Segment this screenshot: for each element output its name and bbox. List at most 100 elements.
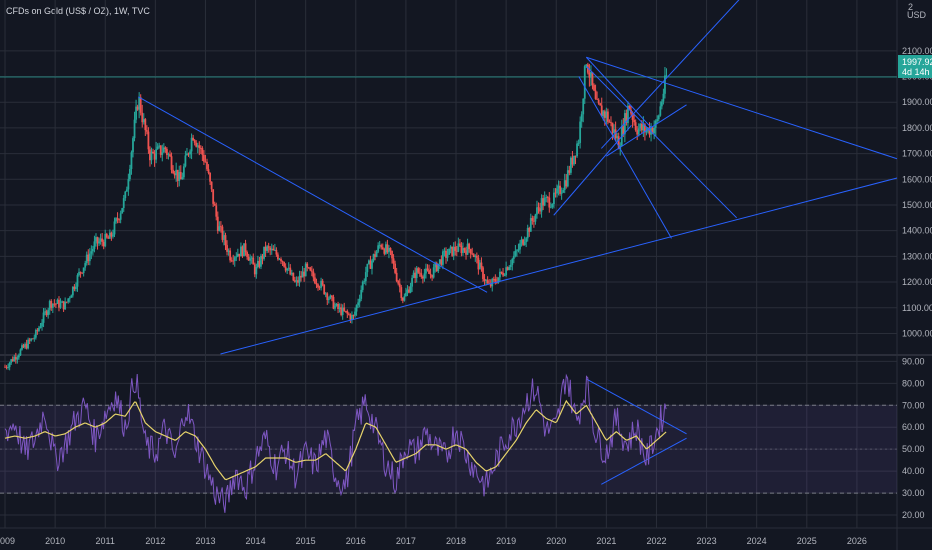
candle-body	[149, 149, 151, 161]
candle-body	[443, 250, 446, 252]
currency-label[interactable]: USD	[907, 10, 927, 20]
candle-body	[398, 283, 401, 288]
candle-body	[170, 156, 173, 170]
time-tick-label: 2015	[296, 536, 316, 546]
time-tick-label: 2020	[546, 536, 566, 546]
trendlines[interactable]	[138, 0, 898, 485]
candle-body	[486, 280, 489, 284]
candle-body	[158, 145, 161, 147]
rsi-trendline	[586, 378, 687, 435]
candle-body	[286, 268, 289, 271]
candle-body	[167, 154, 170, 156]
candle-body	[509, 264, 512, 267]
candle-body	[546, 197, 549, 198]
candle-body	[190, 137, 193, 152]
candle-body	[281, 261, 284, 262]
candle-body	[258, 260, 261, 267]
candle-body	[537, 207, 540, 209]
candle-body	[144, 119, 147, 131]
candle-body	[445, 250, 447, 258]
candle-body	[298, 275, 301, 283]
rsi-tick-label: 60.00	[902, 422, 925, 432]
rsi-ma-line	[4, 399, 667, 481]
candle-body	[11, 359, 14, 362]
candle-body	[209, 172, 211, 182]
candle-body	[483, 278, 486, 281]
candle-body	[107, 237, 110, 239]
candle-body	[186, 153, 188, 156]
candle-body	[475, 255, 478, 258]
candle-body	[17, 355, 20, 358]
candle-body	[432, 267, 435, 278]
candle-body	[514, 250, 517, 256]
candle-body	[406, 289, 409, 293]
candle-body	[21, 345, 23, 350]
candle-body	[70, 295, 73, 298]
time-tick-label: 2024	[747, 536, 767, 546]
candle-body	[68, 297, 71, 299]
candle-body	[270, 248, 273, 251]
candle-body	[562, 190, 565, 193]
price-tick-label: 2100.00	[902, 46, 932, 56]
candle-body	[136, 106, 139, 110]
candle-body	[53, 303, 56, 305]
candle-body	[585, 64, 588, 67]
candle-body	[317, 284, 319, 288]
candle-body	[172, 169, 174, 174]
candle-body	[347, 313, 350, 315]
time-tick-label: 2019	[496, 536, 516, 546]
candle-body	[369, 260, 372, 269]
candle-body	[315, 283, 318, 285]
candle-body	[389, 247, 392, 251]
candle-body	[588, 72, 591, 78]
candle-body	[542, 198, 545, 206]
candle-body	[463, 248, 466, 251]
rsi-tick-label: 40.00	[902, 466, 925, 476]
candle-body	[529, 218, 532, 232]
candle-body	[93, 241, 96, 249]
candle-body	[71, 286, 74, 296]
candle-body	[360, 289, 363, 299]
candle-body	[155, 149, 158, 160]
candle-body	[41, 322, 43, 327]
candle-body	[112, 234, 114, 237]
candle-body	[653, 127, 656, 134]
rsi-trendline	[601, 437, 687, 485]
price-tick-label: 1200.00	[902, 277, 932, 287]
candle-body	[367, 260, 370, 264]
candle-body	[434, 262, 437, 268]
price-tick-label: 1900.00	[902, 97, 932, 107]
candle-body	[492, 278, 495, 280]
candle-body	[539, 208, 541, 212]
candle-body	[124, 191, 127, 199]
candle-body	[85, 254, 88, 264]
candle-body	[141, 112, 144, 123]
candle-body	[260, 255, 262, 267]
candle-body	[303, 271, 306, 277]
trendline	[585, 65, 737, 219]
candle-body	[22, 345, 25, 348]
candle-body	[295, 280, 298, 282]
candle-body	[28, 339, 31, 341]
candle-body	[418, 272, 421, 274]
candle-body	[175, 169, 178, 176]
candle-body	[574, 155, 577, 157]
candle-body	[84, 263, 87, 268]
candle-body	[394, 263, 397, 273]
candle-body	[215, 205, 218, 217]
candle-body	[201, 148, 204, 155]
candle-body	[569, 157, 572, 173]
candle-body	[300, 275, 302, 278]
candle-body	[553, 192, 555, 205]
candle-body	[45, 311, 48, 316]
candle-body	[4, 366, 6, 368]
candle-body	[457, 243, 460, 252]
candle-body	[212, 189, 215, 204]
candle-body	[469, 249, 472, 254]
candle-body	[256, 260, 259, 268]
candle-body	[113, 221, 116, 235]
time-tick-label: 2021	[596, 536, 616, 546]
candle-body	[366, 263, 369, 273]
